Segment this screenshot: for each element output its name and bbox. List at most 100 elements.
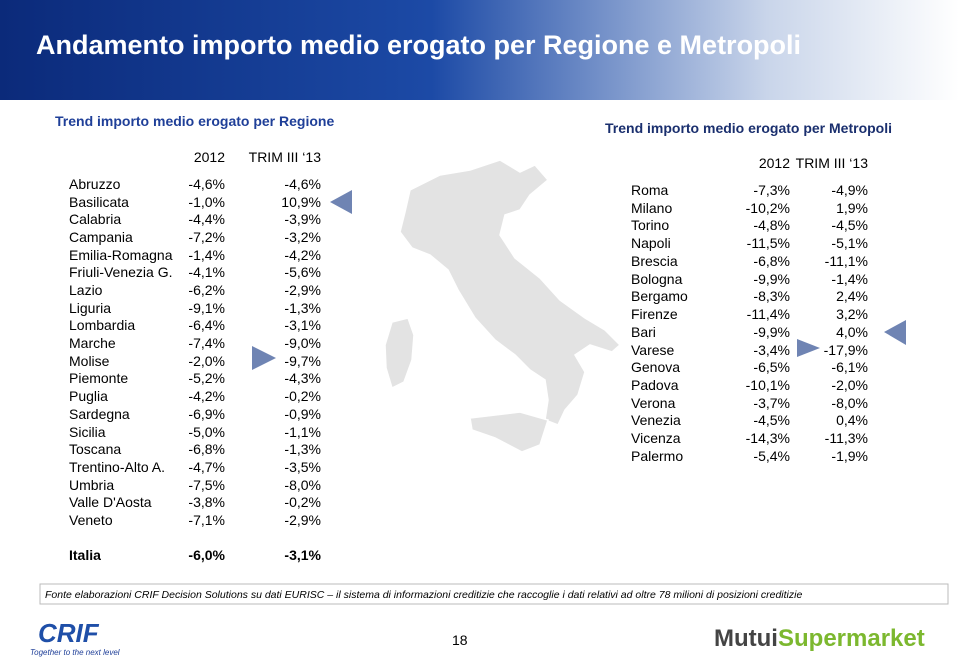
right-title: Trend importo medio erogato per Metropol… <box>605 120 893 136</box>
mutui-logo: MutuiSupermarket <box>714 625 925 653</box>
row-label: Vicenza <box>631 430 681 447</box>
total-cell: Italia <box>69 547 101 563</box>
row-label: Milano <box>631 199 673 216</box>
cell-value: -2,0% <box>188 352 225 369</box>
cell-value: -4,6% <box>284 176 321 192</box>
row-label: Campania <box>69 229 133 246</box>
row-label: Basilicata <box>69 193 129 210</box>
cell-value: -1,4% <box>831 270 868 287</box>
row-label: Roma <box>631 182 669 198</box>
row-label: Liguria <box>69 299 112 316</box>
cell-value: -4,8% <box>753 217 790 234</box>
row-label: Abruzzo <box>69 176 121 192</box>
row-label: Trentino-Alto A. <box>69 458 165 475</box>
cell-value: -8,3% <box>753 288 790 305</box>
row-label: Lazio <box>69 282 103 299</box>
row-label: Puglia <box>69 388 108 405</box>
cell-value: -14,3% <box>745 430 790 447</box>
cell-value: -4,5% <box>831 217 868 234</box>
crif-logo: CRIF <box>38 618 99 648</box>
cell-value: -0,2% <box>284 494 321 511</box>
header-band <box>0 0 959 100</box>
cell-value: -1,3% <box>284 299 321 316</box>
cell-value: -17,9% <box>823 341 868 358</box>
page-number: 18 <box>452 632 468 648</box>
total-cell: -3,1% <box>284 547 321 563</box>
cell-value: -3,7% <box>753 394 790 411</box>
cell-value: 2,4% <box>836 288 868 305</box>
cell-value: 0,4% <box>836 412 868 429</box>
row-label: Toscana <box>69 441 122 458</box>
cell-value: -8,0% <box>831 394 868 411</box>
cell-value: -2,9% <box>284 282 321 299</box>
cell-value: -1,3% <box>284 441 321 458</box>
cell-value: -2,0% <box>831 377 868 394</box>
cell-value: -9,9% <box>753 270 790 287</box>
arrows <box>252 190 906 370</box>
cell-value: -7,1% <box>188 511 225 528</box>
cell-value: -3,4% <box>753 341 790 358</box>
row-label: Veneto <box>69 511 113 528</box>
cell-value: -7,3% <box>753 182 790 198</box>
cell-value: -11,4% <box>746 306 790 323</box>
logo-part: Supermarket <box>777 625 925 652</box>
row-label: Bergamo <box>631 288 688 305</box>
row-label: Firenze <box>631 306 678 323</box>
row-label: Torino <box>631 217 670 234</box>
cell-value: -6,2% <box>188 282 225 299</box>
cell-value: -5,6% <box>284 264 321 281</box>
cell-value: -4,1% <box>188 264 225 281</box>
cell-value: -7,5% <box>188 476 225 493</box>
cell-value: -7,2% <box>188 229 225 246</box>
cell-value: -6,8% <box>188 441 225 458</box>
row-label: Padova <box>631 377 679 394</box>
logo-part: Mutui <box>714 625 778 652</box>
cell-value: -0,2% <box>284 388 321 405</box>
source-box <box>39 583 949 605</box>
row-label: Sardegna <box>69 405 130 422</box>
row-label: Valle D'Aosta <box>69 494 152 511</box>
cell-value: -8,0% <box>284 476 321 493</box>
source: Fonte elaborazioni CRIF Decision Solutio… <box>45 589 803 601</box>
cell-value: -5,4% <box>753 447 790 464</box>
cell-value: -3,1% <box>284 317 321 334</box>
cell-value: -4,3% <box>284 370 321 387</box>
cell-value: -5,1% <box>831 235 868 252</box>
title: Andamento importo medio erogato per Regi… <box>36 30 802 60</box>
cell-value: -10,2% <box>745 199 790 216</box>
cell-value: -9,7% <box>284 352 321 369</box>
cell-value: -3,5% <box>284 458 321 475</box>
cell-value: -4,2% <box>284 246 321 263</box>
cell-value: -3,9% <box>284 211 321 228</box>
cell-value: -9,1% <box>188 299 225 316</box>
cell-value: -1,1% <box>284 423 321 440</box>
left-title: Trend importo medio erogato per Regione <box>55 113 335 129</box>
italy-map <box>384 159 622 453</box>
row-label: Friuli-Venezia G. <box>69 264 173 281</box>
cell-value: -10,1% <box>745 377 790 394</box>
row-label: Varese <box>631 341 675 358</box>
cell-value: -11,5% <box>746 235 790 252</box>
column-header: 2012 <box>758 155 790 171</box>
cell-value: 10,9% <box>281 193 321 210</box>
row-label: Sicilia <box>69 423 106 440</box>
row-label: Marche <box>69 335 116 352</box>
row-label: Piemonte <box>69 370 129 387</box>
row-label: Napoli <box>631 235 671 252</box>
cell-value: -11,1% <box>824 252 868 269</box>
row-label: Genova <box>631 359 681 376</box>
row-label: Lombardia <box>69 317 136 334</box>
row-label: Emilia-Romagna <box>69 246 173 263</box>
row-label: Palermo <box>631 447 684 464</box>
cell-value: -4,9% <box>831 182 868 198</box>
cell-value: -4,5% <box>753 412 790 429</box>
cell-value: -1,4% <box>188 246 225 263</box>
row-label: Molise <box>69 352 110 369</box>
cell-value: -1,0% <box>188 193 225 210</box>
cell-value: -4,7% <box>188 458 225 475</box>
cell-value: -11,3% <box>824 430 868 447</box>
cell-value: -6,5% <box>753 359 790 376</box>
column-header: 2012 <box>193 149 225 165</box>
